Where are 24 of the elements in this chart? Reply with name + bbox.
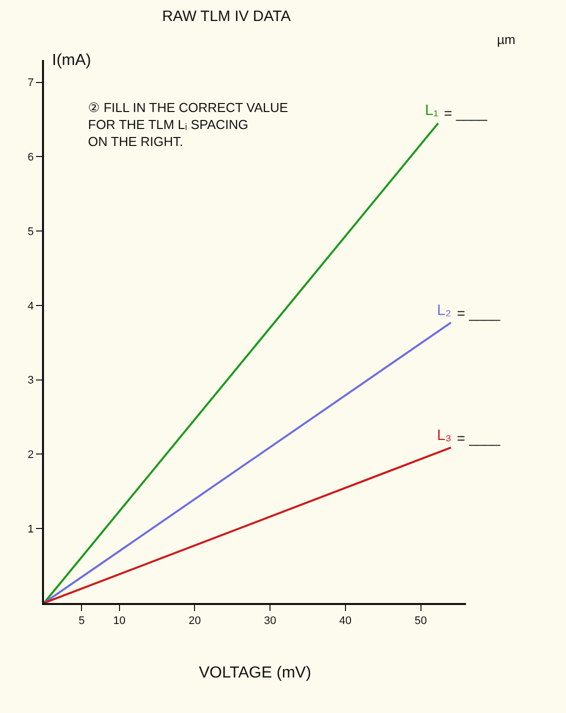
y-axis-title: I(mA) <box>52 52 92 69</box>
annotation: = ____ <box>457 430 500 446</box>
x-tick-label: 5 <box>78 615 85 628</box>
x-tick-label: 20 <box>188 615 201 628</box>
y-tick-label: 6 <box>28 152 34 164</box>
annotation: = ____ <box>457 305 500 321</box>
x-tick-label: 40 <box>339 615 352 628</box>
y-tick-label: 2 <box>28 449 34 462</box>
series-label: L₂ <box>437 302 452 319</box>
x-tick-label: 10 <box>113 615 126 628</box>
y-tick-label: 5 <box>28 226 34 238</box>
text: µm <box>497 32 516 47</box>
x-tick-label: 50 <box>414 615 427 628</box>
y-tick-label: 7 <box>28 77 34 90</box>
chart-title: RAW TLM IV DATA <box>162 8 291 26</box>
annotation: = ____ <box>444 105 488 121</box>
x-axis-title: VOLTAGE (mV) <box>198 664 312 682</box>
series-label: L₁ <box>425 102 438 119</box>
y-tick-label: 4 <box>28 300 34 312</box>
series-label: L₃ <box>437 427 452 444</box>
y-tick-label: 1 <box>28 523 34 536</box>
x-tick-label: 30 <box>264 615 276 628</box>
y-tick-label: 3 <box>28 374 34 387</box>
annotation: ② FILL IN THE CORRECT VALUE FOR THE TLM Lᵢ SPACING ON THE RIGHT. <box>88 100 288 149</box>
